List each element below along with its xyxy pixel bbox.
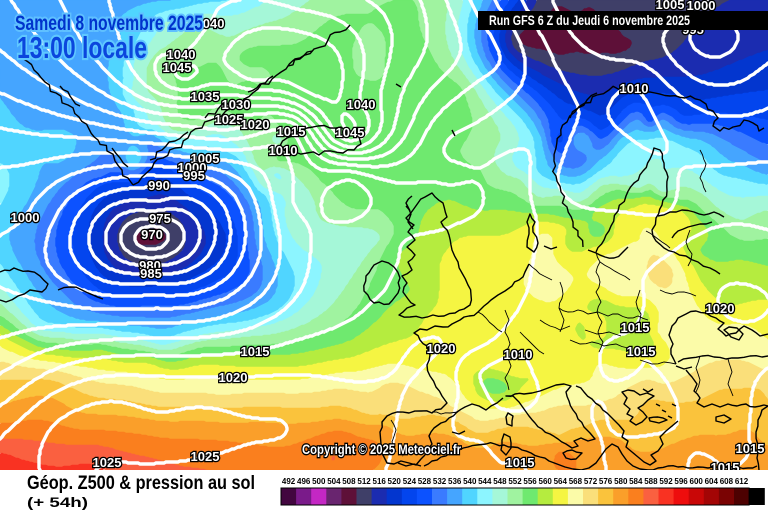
svg-text:572: 572 bbox=[584, 477, 598, 486]
svg-text:1040: 1040 bbox=[167, 47, 196, 62]
svg-text:520: 520 bbox=[388, 477, 402, 486]
svg-text:1015: 1015 bbox=[621, 320, 650, 335]
svg-text:552: 552 bbox=[508, 477, 522, 486]
svg-text:1015: 1015 bbox=[277, 124, 306, 139]
svg-text:504: 504 bbox=[327, 477, 341, 486]
svg-text:1020: 1020 bbox=[219, 370, 248, 385]
svg-text:524: 524 bbox=[403, 477, 417, 486]
svg-text:Copyright © 2025 Meteociel.fr: Copyright © 2025 Meteociel.fr bbox=[302, 441, 461, 457]
svg-text:528: 528 bbox=[418, 477, 432, 486]
svg-text:512: 512 bbox=[357, 477, 371, 486]
svg-text:1025: 1025 bbox=[93, 455, 122, 470]
svg-text:1010: 1010 bbox=[504, 347, 533, 362]
svg-text:588: 588 bbox=[644, 477, 658, 486]
svg-text:970: 970 bbox=[141, 227, 163, 242]
svg-text:1000: 1000 bbox=[178, 160, 207, 175]
svg-text:1015: 1015 bbox=[506, 455, 535, 470]
svg-text:1035: 1035 bbox=[191, 89, 220, 104]
svg-text:516: 516 bbox=[373, 477, 387, 486]
svg-text:596: 596 bbox=[674, 477, 688, 486]
svg-text:576: 576 bbox=[599, 477, 613, 486]
svg-text:1015: 1015 bbox=[627, 344, 656, 359]
svg-text:1040: 1040 bbox=[347, 97, 376, 112]
svg-text:500: 500 bbox=[312, 477, 326, 486]
svg-text:1045: 1045 bbox=[163, 60, 192, 75]
svg-text:564: 564 bbox=[554, 477, 568, 486]
svg-text:556: 556 bbox=[523, 477, 537, 486]
svg-text:(+ 54h): (+ 54h) bbox=[27, 494, 88, 510]
svg-text:1005: 1005 bbox=[191, 151, 220, 166]
svg-text:548: 548 bbox=[493, 477, 507, 486]
svg-text:985: 985 bbox=[140, 266, 162, 281]
svg-text:1020: 1020 bbox=[706, 301, 735, 316]
svg-text:568: 568 bbox=[569, 477, 583, 486]
svg-text:1000: 1000 bbox=[687, 0, 716, 13]
svg-text:536: 536 bbox=[448, 477, 462, 486]
svg-text:1030: 1030 bbox=[222, 97, 251, 112]
svg-text:1020: 1020 bbox=[427, 341, 456, 356]
svg-text:592: 592 bbox=[659, 477, 673, 486]
svg-text:Run GFS 6 Z du Jeudi 6 novembr: Run GFS 6 Z du Jeudi 6 novembre 2025 bbox=[489, 12, 690, 28]
svg-text:584: 584 bbox=[629, 477, 643, 486]
svg-text:990: 990 bbox=[148, 178, 170, 193]
svg-text:1015: 1015 bbox=[736, 441, 765, 456]
svg-text:492: 492 bbox=[282, 477, 296, 486]
svg-text:508: 508 bbox=[342, 477, 356, 486]
svg-text:604: 604 bbox=[705, 477, 719, 486]
svg-text:532: 532 bbox=[433, 477, 447, 486]
svg-text:1010: 1010 bbox=[620, 81, 649, 96]
svg-text:1020: 1020 bbox=[241, 117, 270, 132]
svg-text:975: 975 bbox=[149, 211, 171, 226]
svg-text:560: 560 bbox=[539, 477, 553, 486]
svg-text:980: 980 bbox=[139, 258, 161, 273]
svg-text:580: 580 bbox=[614, 477, 628, 486]
svg-text:1040: 1040 bbox=[196, 16, 225, 31]
svg-text:612: 612 bbox=[735, 477, 749, 486]
svg-text:1005: 1005 bbox=[656, 0, 685, 12]
svg-text:544: 544 bbox=[478, 477, 492, 486]
svg-text:13:00 locale: 13:00 locale bbox=[17, 30, 147, 65]
svg-text:1015: 1015 bbox=[241, 344, 270, 359]
svg-text:540: 540 bbox=[463, 477, 477, 486]
svg-text:600: 600 bbox=[690, 477, 704, 486]
svg-text:995: 995 bbox=[183, 168, 205, 183]
svg-text:Géop. Z500 & pression au sol: Géop. Z500 & pression au sol bbox=[27, 473, 255, 494]
svg-text:496: 496 bbox=[297, 477, 311, 486]
svg-text:1025: 1025 bbox=[215, 112, 244, 127]
svg-text:608: 608 bbox=[720, 477, 734, 486]
svg-text:1010: 1010 bbox=[269, 143, 298, 158]
svg-text:1000: 1000 bbox=[11, 210, 40, 225]
svg-text:1025: 1025 bbox=[191, 449, 220, 464]
svg-text:1045: 1045 bbox=[336, 125, 365, 140]
svg-text:Samedi 8 novembre 2025: Samedi 8 novembre 2025 bbox=[15, 12, 203, 35]
